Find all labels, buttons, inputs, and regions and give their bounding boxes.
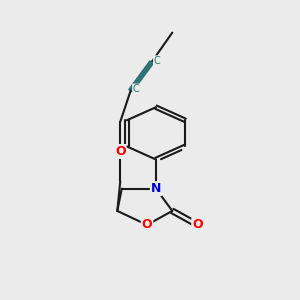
Text: O: O: [192, 218, 203, 231]
Text: O: O: [115, 145, 126, 158]
Text: C: C: [154, 56, 160, 66]
Text: N: N: [151, 182, 161, 195]
Text: C: C: [133, 84, 140, 94]
Text: O: O: [142, 218, 152, 231]
